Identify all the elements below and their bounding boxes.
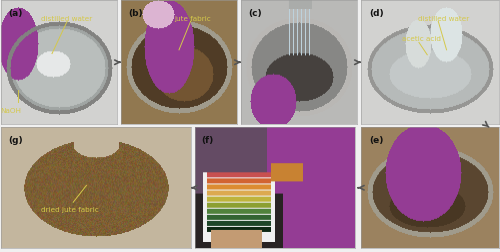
Text: acetic acid: acetic acid — [402, 36, 441, 42]
Text: (c): (c) — [248, 9, 262, 18]
Text: jute fabric: jute fabric — [174, 16, 212, 22]
Text: dried jute fabric: dried jute fabric — [40, 206, 98, 212]
Text: (a): (a) — [8, 9, 22, 18]
Text: (g): (g) — [8, 135, 23, 144]
Text: distilled water: distilled water — [418, 16, 470, 22]
Text: NaOH: NaOH — [0, 107, 21, 113]
Text: distilled water: distilled water — [42, 16, 92, 22]
Text: (b): (b) — [128, 9, 142, 18]
Text: (f): (f) — [202, 135, 213, 144]
Text: (e): (e) — [370, 135, 384, 144]
Text: (d): (d) — [370, 9, 384, 18]
